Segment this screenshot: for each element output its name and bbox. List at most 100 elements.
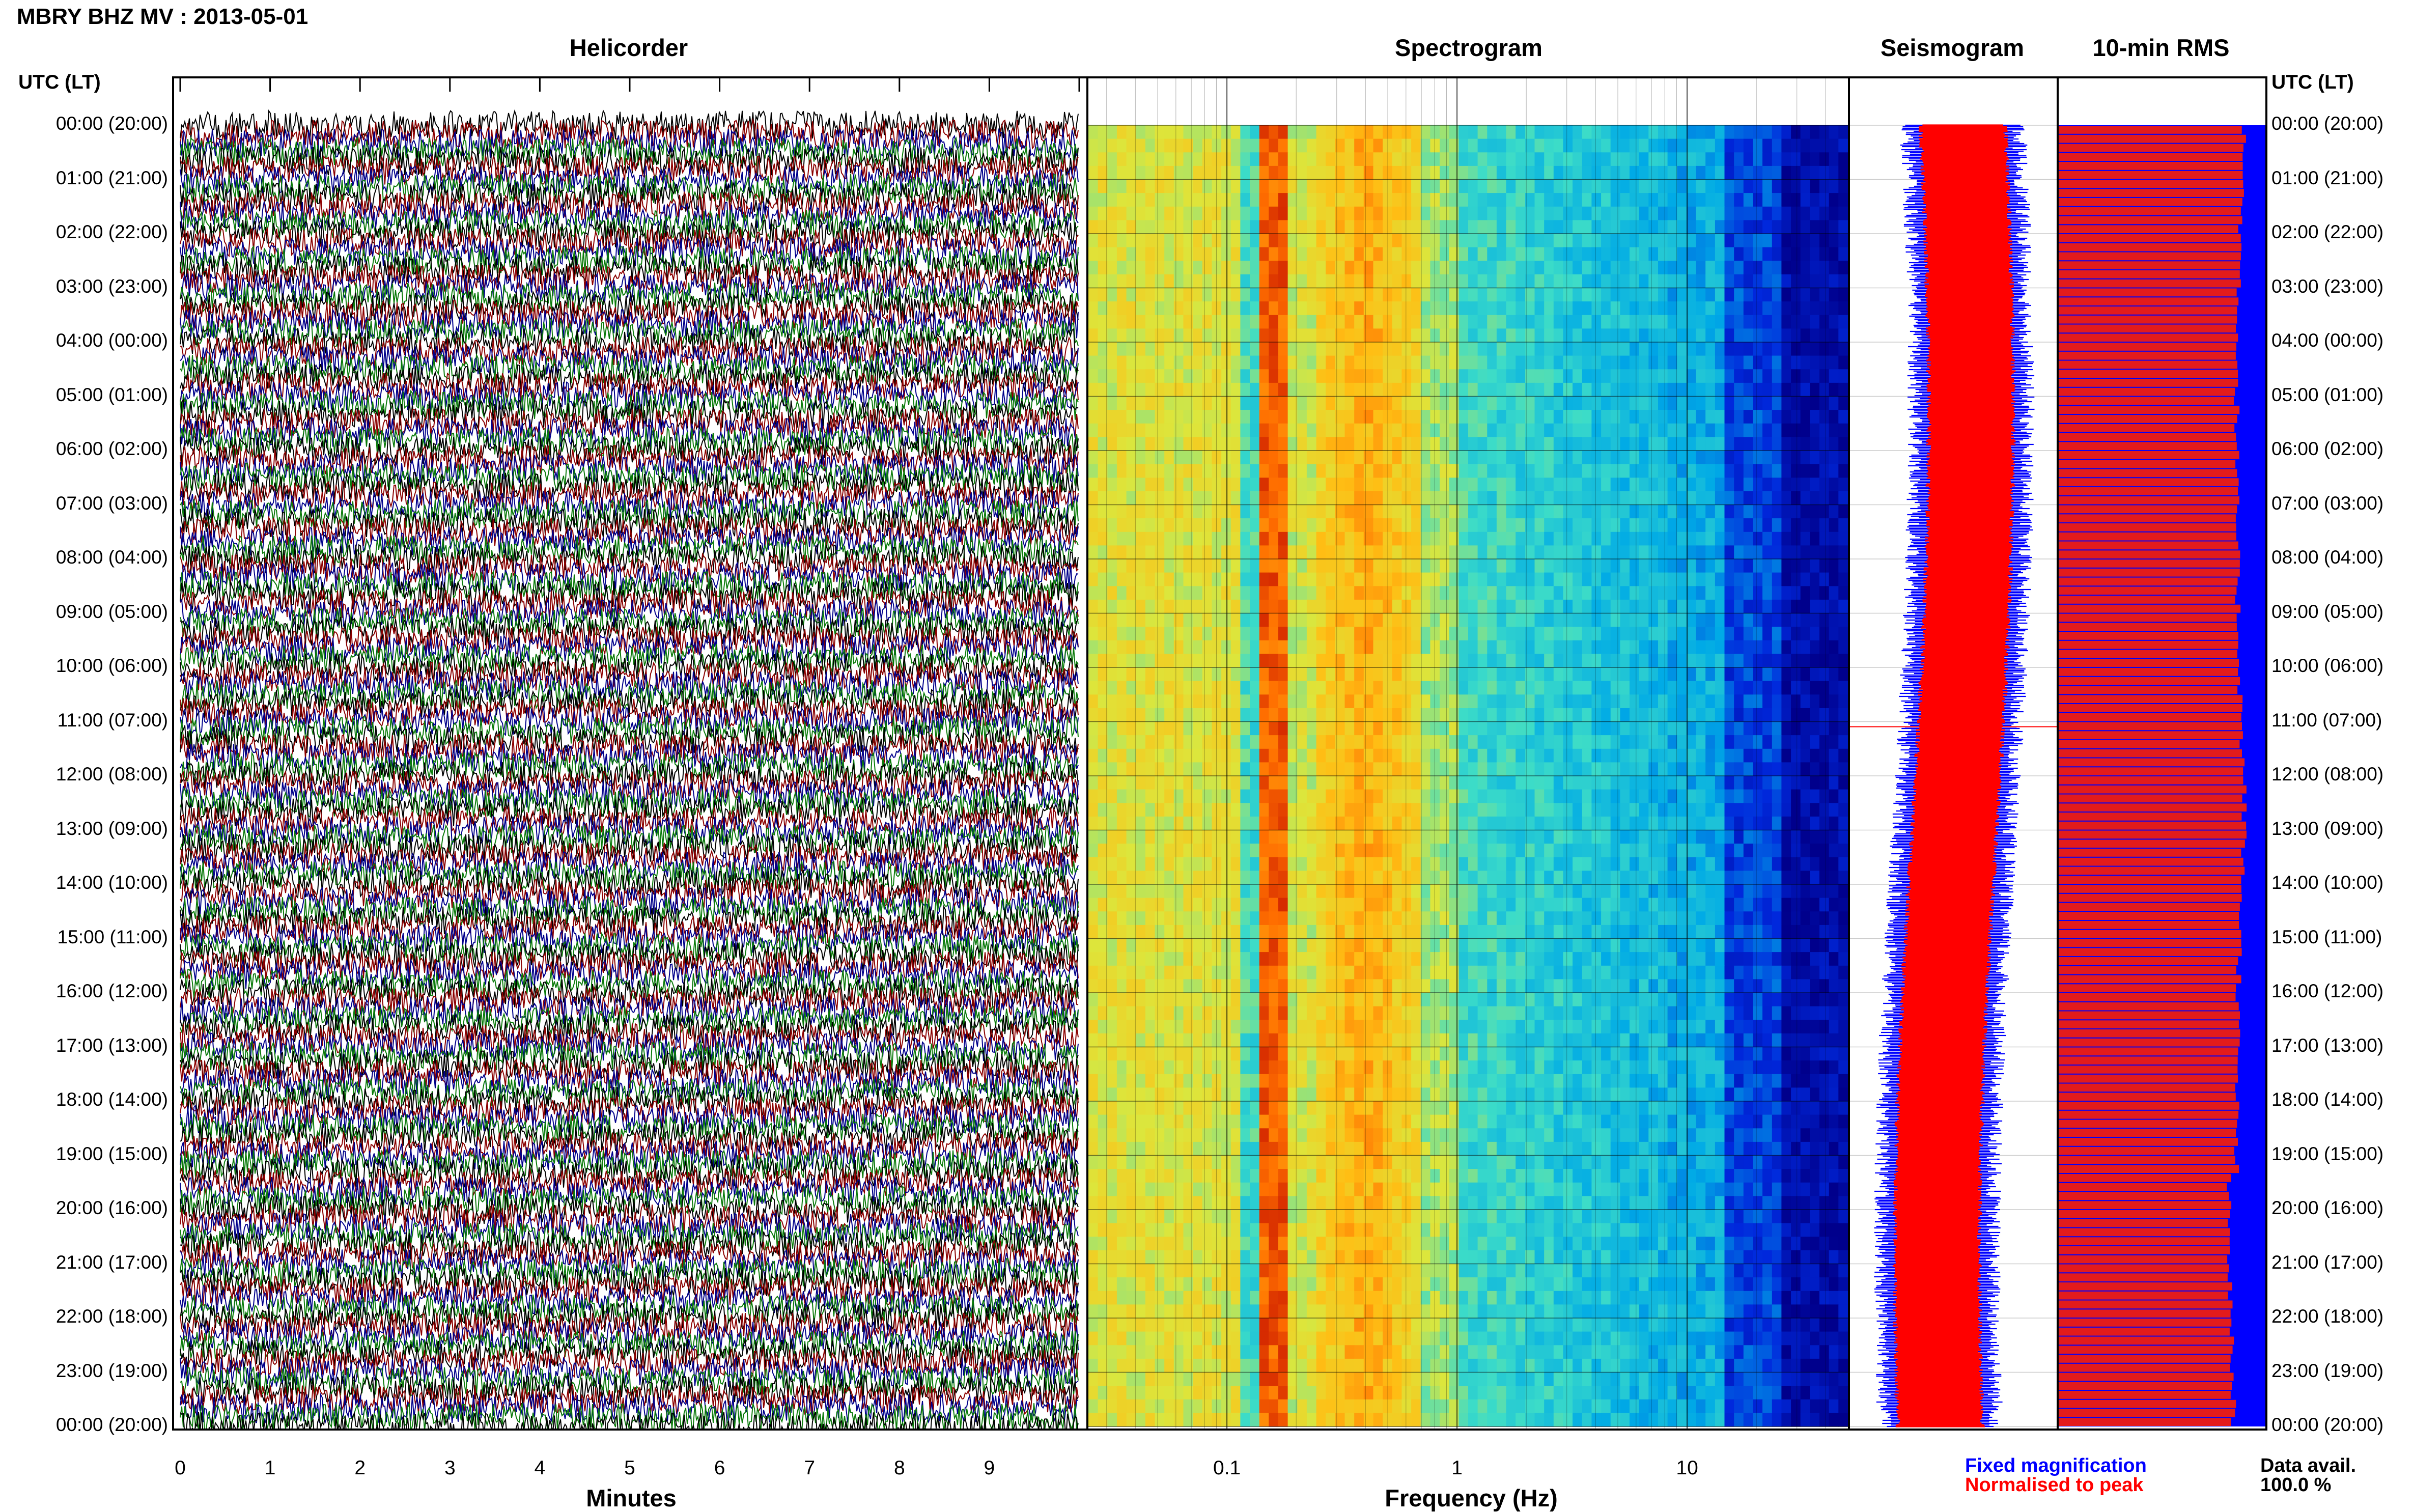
spectrogram-cell	[1838, 749, 1848, 763]
spectrogram-cell	[1620, 301, 1630, 315]
spectrogram-cell	[1297, 776, 1307, 790]
spectrogram-cell	[1819, 627, 1829, 640]
spectrogram-cell	[1497, 220, 1506, 234]
spectrogram-cell	[1468, 884, 1478, 898]
spectrogram-cell	[1326, 383, 1335, 397]
spectrogram-cell	[1762, 776, 1772, 790]
spectrogram-cell	[1497, 505, 1506, 519]
spectrogram-cell	[1677, 518, 1687, 532]
spectrogram-cell	[1611, 328, 1620, 342]
spectrogram-cell	[1525, 125, 1535, 139]
spectrogram-cell	[1174, 776, 1184, 790]
spectrogram-cell	[1762, 871, 1772, 884]
spectrogram-cell	[1155, 762, 1165, 776]
spectrogram-cell	[1478, 803, 1488, 817]
spectrogram-cell	[1259, 559, 1269, 573]
spectrogram-cell	[1468, 559, 1478, 573]
spectrogram-cell	[1620, 545, 1630, 559]
spectrogram-cell	[1326, 315, 1335, 329]
spectrogram-cell	[1725, 532, 1734, 546]
spectrogram-cell	[1734, 139, 1744, 153]
spectrogram-cell	[1297, 369, 1307, 383]
spectrogram-cell	[1468, 356, 1478, 370]
spectrogram-cell	[1648, 654, 1658, 667]
spectrogram-cell	[1525, 301, 1535, 315]
spectrogram-cell	[1145, 871, 1155, 884]
spectrogram-cell	[1345, 654, 1355, 667]
spectrogram-cell	[1591, 600, 1601, 613]
spectrogram-cell	[1810, 410, 1819, 424]
spectrogram-cell	[1810, 898, 1819, 912]
spectrogram-cell	[1098, 383, 1108, 397]
spectrogram-cell	[1582, 613, 1592, 627]
spectrogram-cell	[1164, 654, 1174, 667]
spectrogram-cell	[1620, 735, 1630, 749]
spectrogram-cell	[1725, 274, 1734, 288]
spectrogram-cell	[1278, 505, 1288, 519]
spectrogram-cell	[1088, 857, 1098, 871]
spectrogram-cell	[1658, 166, 1668, 180]
spectrogram-cell	[1430, 627, 1440, 640]
spectrogram-cell	[1345, 288, 1355, 302]
spectrogram-cell	[1506, 152, 1516, 166]
spectrogram-cell	[1582, 491, 1592, 505]
spectrogram-cell	[1193, 586, 1202, 600]
spectrogram-cell	[1696, 274, 1706, 288]
time-label-left: 10:00 (06:00)	[10, 656, 168, 675]
spectrogram-cell	[1687, 545, 1696, 559]
spectrogram-cell	[1705, 627, 1715, 640]
spectrogram-cell	[1563, 857, 1573, 871]
spectrogram-cell	[1582, 274, 1592, 288]
spectrogram-cell	[1316, 627, 1326, 640]
spectrogram-cell	[1468, 722, 1478, 736]
spectrogram-cell	[1658, 478, 1668, 491]
spectrogram-cell	[1430, 803, 1440, 817]
spectrogram-cell	[1677, 478, 1687, 491]
spectrogram-cell	[1639, 207, 1649, 220]
spectrogram-cell	[1440, 573, 1449, 586]
spectrogram-cell	[1373, 776, 1383, 790]
spectrogram-cell	[1202, 654, 1212, 667]
spectrogram-cell	[1611, 301, 1620, 315]
spectrogram-cell	[1801, 288, 1810, 302]
spectrogram-cell	[1155, 464, 1165, 478]
spectrogram-cell	[1838, 180, 1848, 193]
spectrogram-cell	[1744, 640, 1753, 654]
spectrogram-cell	[1202, 518, 1212, 532]
spectrogram-cell	[1345, 871, 1355, 884]
spectrogram-cell	[1687, 234, 1696, 247]
spectrogram-cell	[1278, 586, 1288, 600]
spectrogram-cell	[1554, 817, 1563, 830]
spectrogram-cell	[1544, 898, 1554, 912]
spectrogram-cell	[1753, 288, 1763, 302]
spectrogram-cell	[1401, 694, 1411, 708]
spectrogram-cell	[1696, 586, 1706, 600]
spectrogram-cell	[1458, 274, 1468, 288]
spectrogram-cell	[1601, 884, 1611, 898]
spectrogram-cell	[1819, 261, 1829, 274]
spectrogram-cell	[1753, 247, 1763, 261]
spectrogram-cell	[1307, 424, 1316, 437]
spectrogram-cell	[1801, 694, 1810, 708]
spectrogram-cell	[1316, 247, 1326, 261]
spectrogram-cell	[1658, 857, 1668, 871]
spectrogram-cell	[1791, 667, 1801, 681]
spectrogram-cell	[1753, 830, 1763, 844]
spectrogram-cell	[1838, 261, 1848, 274]
spectrogram-cell	[1487, 681, 1497, 695]
spectrogram-cell	[1478, 545, 1488, 559]
spectrogram-cell	[1478, 613, 1488, 627]
spectrogram-cell	[1421, 369, 1430, 383]
spectrogram-cell	[1516, 247, 1525, 261]
spectrogram-cell	[1838, 776, 1848, 790]
spectrogram-cell	[1696, 776, 1706, 790]
spectrogram-cell	[1696, 491, 1706, 505]
spectrogram-cell	[1421, 505, 1430, 519]
spectrogram-cell	[1212, 464, 1221, 478]
spectrogram-cell	[1487, 505, 1497, 519]
spectrogram-cell	[1639, 139, 1649, 153]
spectrogram-cell	[1497, 424, 1506, 437]
spectrogram-cell	[1668, 491, 1677, 505]
spectrogram-cell	[1639, 600, 1649, 613]
spectrogram-cell	[1136, 898, 1145, 912]
